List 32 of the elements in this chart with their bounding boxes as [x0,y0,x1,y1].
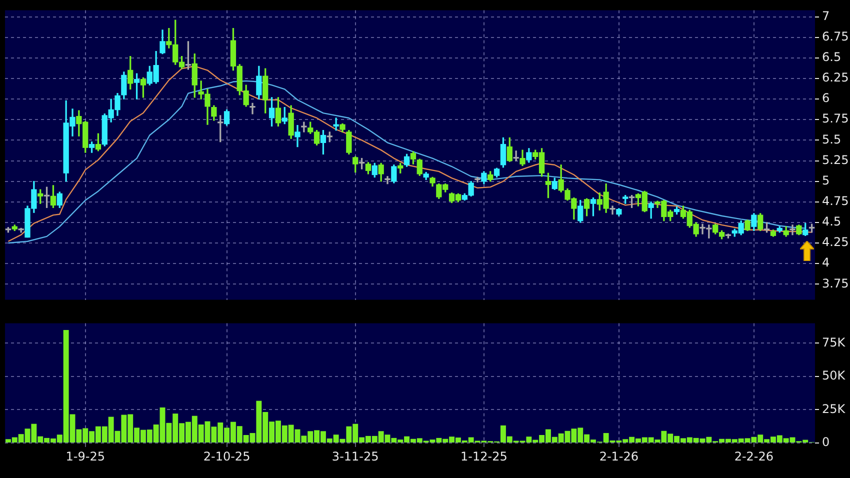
y-tick-label: 6.25 [822,70,849,85]
y-tick-label: 6 [822,91,830,106]
candlestick [301,122,307,132]
y-tick-label: 6.5 [822,50,842,64]
y-tick-label: 4.5 [822,214,842,229]
y-tick-label: 4.75 [822,194,849,208]
candlestick [610,206,616,215]
y-tick-label: 0 [822,435,830,450]
y-tick-label: 75K [822,335,846,350]
x-tick-label: 2-2-26 [734,449,774,464]
candlestick [333,118,339,131]
candlestick [294,125,300,148]
y-tick-label: 5.75 [822,112,849,126]
candlestick [250,102,256,114]
candlestick [790,224,796,236]
y-tick-label: 4 [822,256,830,270]
y-tick-label: 25K [822,402,846,416]
y-tick-label: 4.25 [822,235,849,250]
x-tick-label: 1-12-25 [460,449,508,464]
candlestick [384,176,390,184]
y-tick-label: 6.75 [822,29,849,44]
x-tick-label: 2-10-25 [203,449,250,464]
y-tick-label: 50K [822,368,846,383]
x-tick-label: 2-1-26 [599,449,639,464]
y-tick-label: 5 [822,173,830,188]
y-tick-label: 3.75 [822,276,849,290]
y-tick-label: 7 [822,8,830,23]
y-tick-label: 5.5 [822,132,842,146]
candlestick [513,150,519,162]
x-tick-label: 1-9-25 [66,449,105,464]
x-tick-label: 3-11-25 [332,449,379,464]
y-tick-label: 5.25 [822,152,849,167]
